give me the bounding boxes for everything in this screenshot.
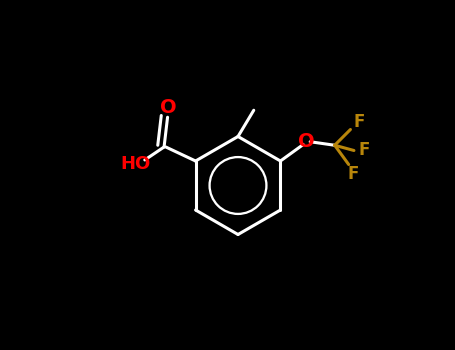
Text: O: O	[298, 132, 315, 151]
Text: F: F	[354, 113, 365, 131]
Text: HO: HO	[120, 155, 150, 173]
Text: F: F	[358, 141, 369, 159]
Text: O: O	[160, 98, 177, 117]
Text: F: F	[347, 165, 359, 183]
